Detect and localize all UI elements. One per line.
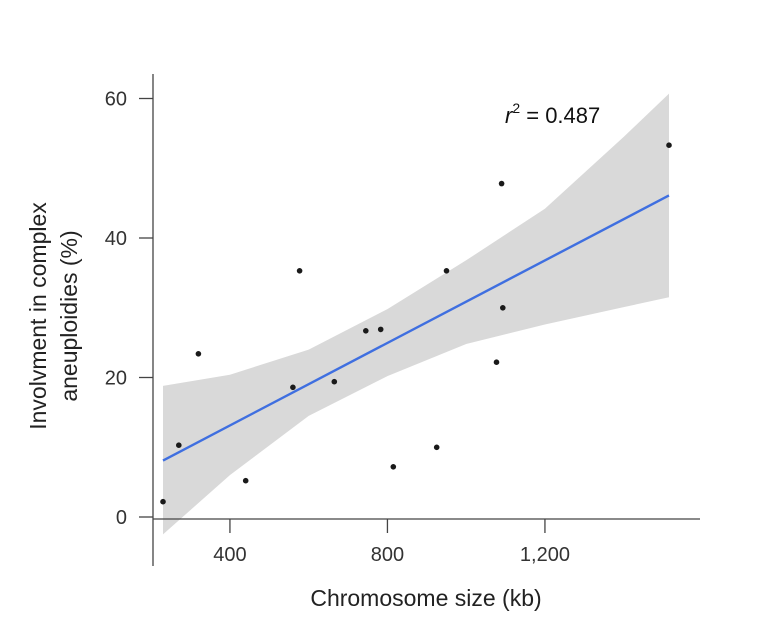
data-point (242, 477, 249, 484)
data-point (176, 442, 182, 449)
regression-line (162, 194, 670, 462)
data-point (493, 359, 500, 366)
data-point (500, 305, 506, 311)
points-layer (160, 142, 672, 505)
x-tick-label: 800 (371, 544, 404, 566)
x-tick-label: 1,200 (520, 544, 570, 566)
confidence-band-layer (163, 93, 669, 535)
data-point (498, 180, 505, 187)
y-tick-label: 0 (116, 507, 127, 529)
data-point (666, 142, 672, 148)
data-point (377, 326, 384, 333)
data-point (195, 351, 202, 357)
data-point (160, 498, 166, 505)
data-point (390, 464, 397, 470)
data-point (296, 268, 303, 274)
x-axis-title: Chromosome size (kb) (310, 585, 541, 611)
data-point (290, 384, 296, 391)
y-tick-label: 60 (105, 89, 127, 111)
r-squared-annotation: r2 = 0.487 (505, 100, 600, 128)
data-point (363, 328, 369, 334)
data-point (331, 378, 338, 385)
data-point (443, 268, 450, 274)
axes-layer (139, 74, 700, 566)
fit-line-layer (162, 194, 670, 462)
y-tick-label: 40 (105, 228, 127, 250)
labels-layer: 0 20 40 60 400 800 1,200 Chromosome size (kb) In… (25, 89, 600, 612)
confidence-band (163, 93, 669, 535)
y-axis-title-line-2: aneuploidies (%) (56, 230, 82, 401)
y-tick-label: 20 (105, 368, 127, 390)
y-axis-title-line-1: Involvment in complex (25, 202, 51, 430)
x-tick-label: 400 (213, 544, 246, 566)
data-point (433, 444, 440, 451)
y-axis-title: Involvment in complex aneuploidies (%) (25, 202, 82, 430)
